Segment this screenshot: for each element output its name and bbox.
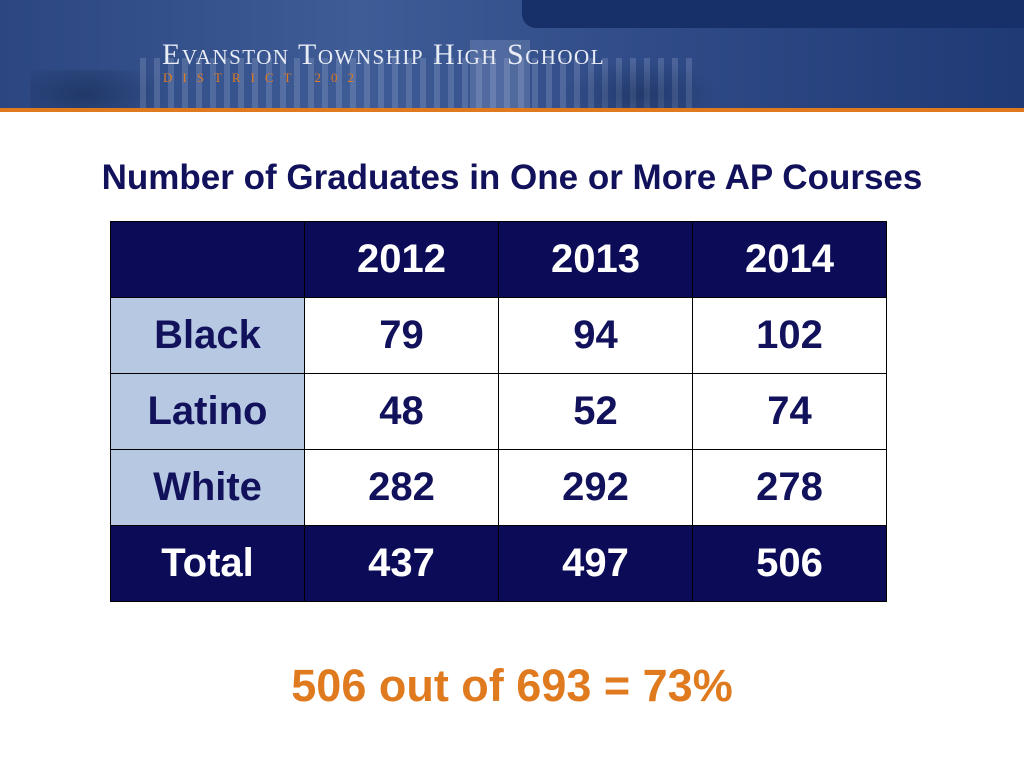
table-corner-cell [110,221,305,298]
cell-black-2012: 79 [304,297,499,374]
cell-black-2014: 102 [692,297,887,374]
table-row-white: White 282 292 278 [110,449,887,526]
column-header-2014: 2014 [692,221,887,298]
cell-latino-2012: 48 [304,373,499,450]
banner-top-bar [522,0,1024,28]
table-row-black: Black 79 94 102 [110,297,887,374]
banner-tree-shape [30,70,170,110]
row-label-total: Total [110,525,305,602]
banner-building-tower [470,40,530,110]
cell-white-2013: 292 [498,449,693,526]
row-label-black: Black [110,297,305,374]
banner-tree-shape-right [560,60,720,110]
table-header-row: 2012 2013 2014 [110,221,887,298]
cell-white-2012: 282 [304,449,499,526]
cell-total-2013: 497 [498,525,693,602]
table-row-latino: Latino 48 52 74 [110,373,887,450]
cell-latino-2014: 74 [692,373,887,450]
row-label-latino: Latino [110,373,305,450]
cell-black-2013: 94 [498,297,693,374]
header-banner: Evanston Township High School DISTRICT 2… [0,0,1024,110]
cell-latino-2013: 52 [498,373,693,450]
column-header-2012: 2012 [304,221,499,298]
cell-total-2014: 506 [692,525,887,602]
school-name: Evanston Township High School [162,38,606,71]
cell-total-2012: 437 [304,525,499,602]
column-header-2013: 2013 [498,221,693,298]
summary-statistic: 506 out of 693 = 73% [291,660,733,711]
district-label: DISTRICT 202 [163,70,365,85]
row-label-white: White [110,449,305,526]
graduates-table: 2012 2013 2014 Black 79 94 102 Latino 48… [110,221,887,602]
cell-white-2014: 278 [692,449,887,526]
slide-title: Number of Graduates in One or More AP Co… [101,158,923,197]
table-row-total: Total 437 497 506 [110,525,887,602]
banner-orange-rule [0,108,1024,112]
